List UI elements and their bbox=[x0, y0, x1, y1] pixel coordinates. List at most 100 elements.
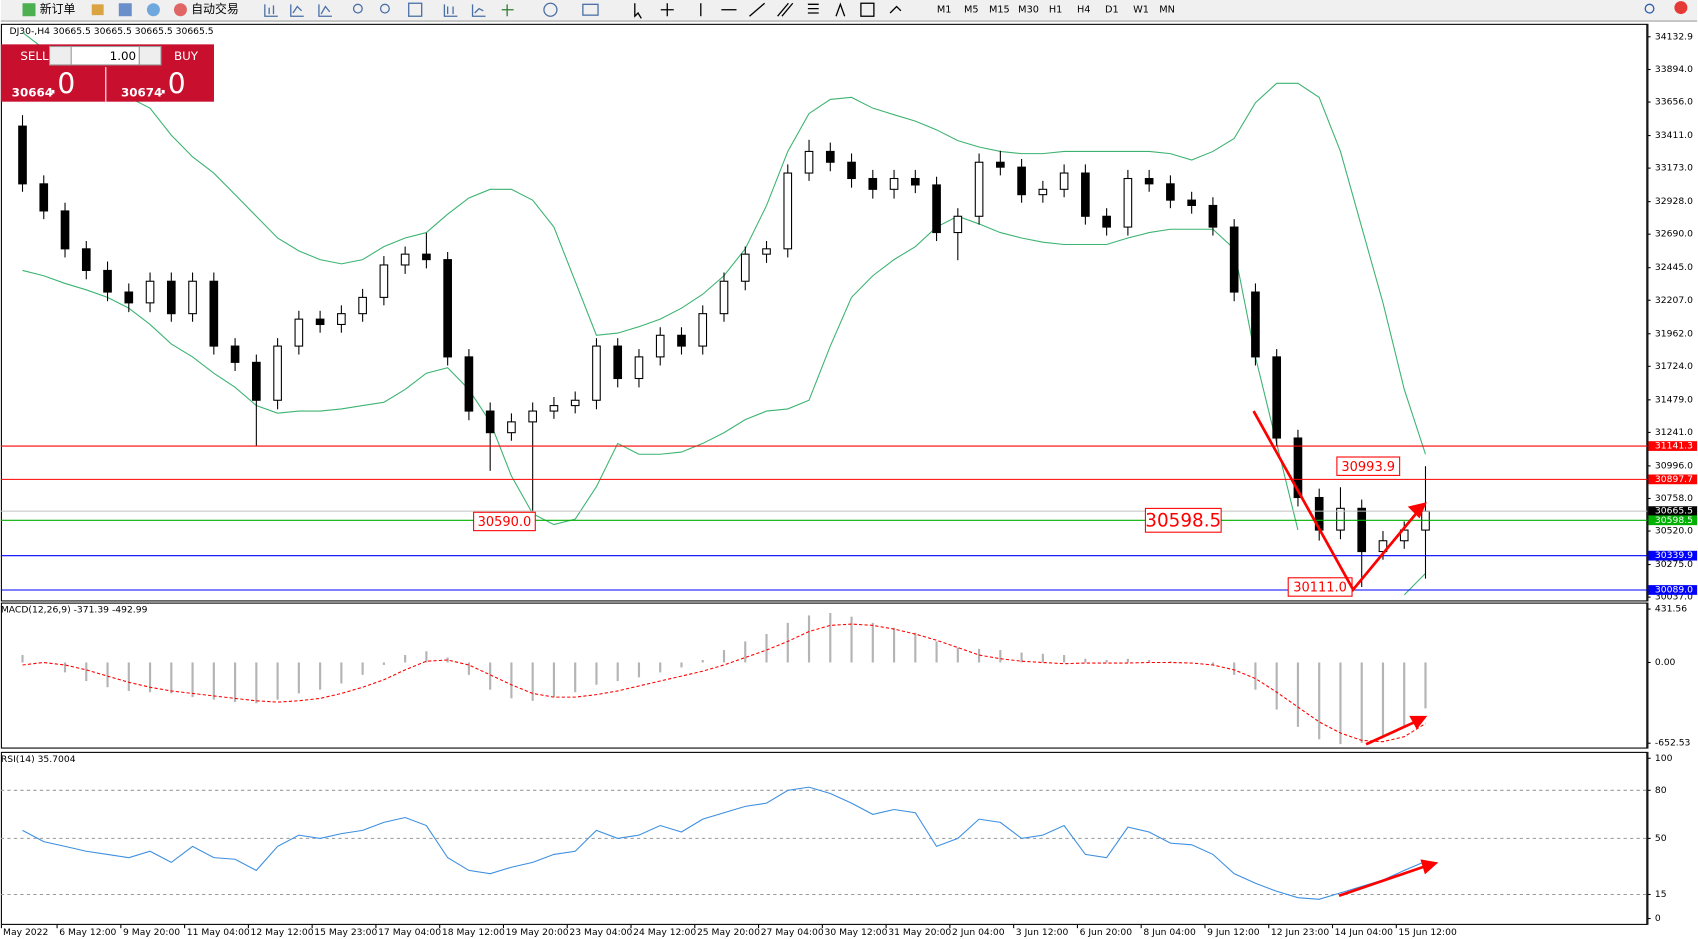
new-order-button[interactable]: 新订单 bbox=[40, 2, 76, 16]
tool-icon[interactable] bbox=[264, 4, 278, 17]
timeframe-button[interactable]: D1 bbox=[1105, 5, 1119, 16]
candle-body bbox=[81, 248, 91, 271]
notifications[interactable] bbox=[1674, 1, 1688, 15]
lot-value[interactable]: 1.00 bbox=[110, 49, 136, 63]
signal-line bbox=[22, 623, 1426, 743]
candle-body bbox=[1399, 529, 1409, 542]
y-tick-label: 33411.0 bbox=[1655, 130, 1693, 141]
timeframe-button[interactable]: M15 bbox=[989, 5, 1010, 16]
x-tick-label: May 2022 bbox=[3, 927, 48, 938]
templates[interactable] bbox=[582, 3, 599, 16]
x-tick-label: 9 Jun 12:00 bbox=[1207, 927, 1260, 938]
buy-price[interactable]: 30674 bbox=[121, 86, 162, 100]
candle-body bbox=[209, 280, 219, 347]
y-tick-label: 33894.0 bbox=[1655, 64, 1693, 75]
price-annotation: 30598.5 bbox=[1145, 510, 1221, 531]
zoom-out[interactable] bbox=[379, 3, 390, 14]
candle-body bbox=[103, 269, 112, 293]
x-tick-label: 24 May 12:00 bbox=[633, 927, 696, 938]
candle-body bbox=[1166, 183, 1175, 201]
price-annotation-box bbox=[1144, 507, 1222, 533]
label-tool[interactable] bbox=[860, 2, 875, 17]
rsi-line bbox=[22, 786, 1426, 900]
timeframe-button[interactable]: M5 bbox=[964, 5, 979, 16]
candle-body bbox=[868, 177, 878, 190]
buy-price-fraction[interactable]: .0 bbox=[159, 67, 186, 100]
tool-icon[interactable] bbox=[471, 4, 486, 17]
timeframe-button[interactable]: H1 bbox=[1049, 5, 1063, 16]
candle-body bbox=[1081, 172, 1090, 217]
x-tick-label: 18 May 12:00 bbox=[442, 927, 505, 938]
tool-icon[interactable] bbox=[443, 4, 458, 17]
candle-body bbox=[1102, 215, 1111, 228]
tool-icon[interactable] bbox=[318, 4, 332, 17]
x-tick-label: 14 Jun 04:00 bbox=[1335, 927, 1394, 938]
candle-body bbox=[804, 150, 814, 174]
x-tick-label: 27 May 04:00 bbox=[761, 927, 824, 938]
sell-price[interactable]: 30664 bbox=[12, 86, 53, 100]
lot-up[interactable] bbox=[138, 45, 162, 66]
auto-trade-icon[interactable] bbox=[173, 3, 187, 17]
auto-trade-button[interactable]: 自动交易 bbox=[191, 2, 239, 16]
x-tick-label: 15 May 23:00 bbox=[314, 927, 377, 938]
candle-body bbox=[337, 313, 346, 326]
price-level-label: 30897.7 bbox=[1655, 474, 1693, 485]
zoom-in[interactable] bbox=[352, 3, 363, 14]
price-level-label: 30665.5 bbox=[1655, 506, 1693, 517]
drawn-arrow bbox=[1365, 720, 1417, 746]
channel[interactable] bbox=[777, 2, 794, 17]
candle-body bbox=[698, 313, 708, 347]
y-tick-label: 32207.0 bbox=[1655, 295, 1693, 306]
sell-button[interactable]: SELL bbox=[20, 49, 49, 63]
x-tick-label: 19 May 20:00 bbox=[506, 927, 569, 938]
price-level-label: 30339.9 bbox=[1655, 550, 1693, 561]
y-tick-label: 0 bbox=[1655, 913, 1661, 924]
search[interactable] bbox=[1644, 3, 1655, 14]
y-tick-label: 30275.0 bbox=[1655, 559, 1693, 570]
timeframe-button[interactable]: H4 bbox=[1077, 5, 1091, 16]
y-tick-label: 33173.0 bbox=[1655, 163, 1693, 174]
pane-frame bbox=[0, 602, 1648, 749]
timeframe-button[interactable]: M1 bbox=[937, 5, 952, 16]
y-tick-label: 50 bbox=[1655, 833, 1667, 844]
x-tick-label: 6 Jun 20:00 bbox=[1080, 927, 1133, 938]
tile-windows[interactable] bbox=[408, 2, 423, 17]
candle-body bbox=[1293, 437, 1303, 499]
timeframe-button[interactable]: W1 bbox=[1133, 5, 1149, 16]
candle-body bbox=[783, 172, 793, 250]
toolbar-icon[interactable] bbox=[91, 4, 104, 16]
buy-button[interactable]: BUY bbox=[174, 49, 199, 63]
candle-body bbox=[528, 410, 538, 423]
candle-body bbox=[953, 215, 963, 234]
toolbar-icon[interactable] bbox=[146, 3, 160, 17]
y-tick-label: -652.53 bbox=[1655, 738, 1691, 749]
pane: 100 80 50 15 0 RSI(14) 35.7004 bbox=[0, 751, 1673, 925]
indicators[interactable] bbox=[501, 4, 514, 17]
tool-icon[interactable] bbox=[290, 4, 304, 17]
candle-body bbox=[60, 210, 70, 250]
arrows-tool[interactable] bbox=[889, 5, 902, 14]
timeframe-button[interactable]: M30 bbox=[1018, 5, 1039, 16]
x-tick-label: 17 May 04:00 bbox=[378, 927, 441, 938]
chart-panes: 34132.9 33894.0 33656.0 33411.0 33173.0 32928… bbox=[0, 23, 1698, 938]
trend-line[interactable] bbox=[749, 2, 766, 17]
toolbar-icon[interactable] bbox=[118, 3, 132, 17]
candle-body bbox=[315, 318, 325, 326]
candle-body bbox=[1144, 177, 1154, 185]
candle-body bbox=[1251, 291, 1260, 358]
sell-price-fraction[interactable]: .0 bbox=[48, 67, 75, 100]
tool-icons bbox=[264, 2, 1655, 19]
fibo[interactable] bbox=[807, 3, 819, 14]
candle-body bbox=[1038, 188, 1048, 196]
lot-down[interactable] bbox=[49, 45, 72, 66]
timeframe-button[interactable]: MN bbox=[1159, 5, 1175, 16]
crosshair[interactable] bbox=[660, 3, 674, 17]
new-order-icon[interactable] bbox=[22, 3, 36, 17]
text-tool[interactable] bbox=[835, 2, 846, 17]
pane: 431.56 0.00 -652.53 MACD(12,26,9) -371.39 -… bbox=[0, 602, 1691, 749]
candle-body bbox=[443, 259, 452, 358]
candle-body bbox=[273, 345, 282, 401]
candle-body bbox=[932, 184, 941, 234]
periods[interactable] bbox=[543, 2, 558, 17]
cursor[interactable] bbox=[634, 3, 642, 19]
